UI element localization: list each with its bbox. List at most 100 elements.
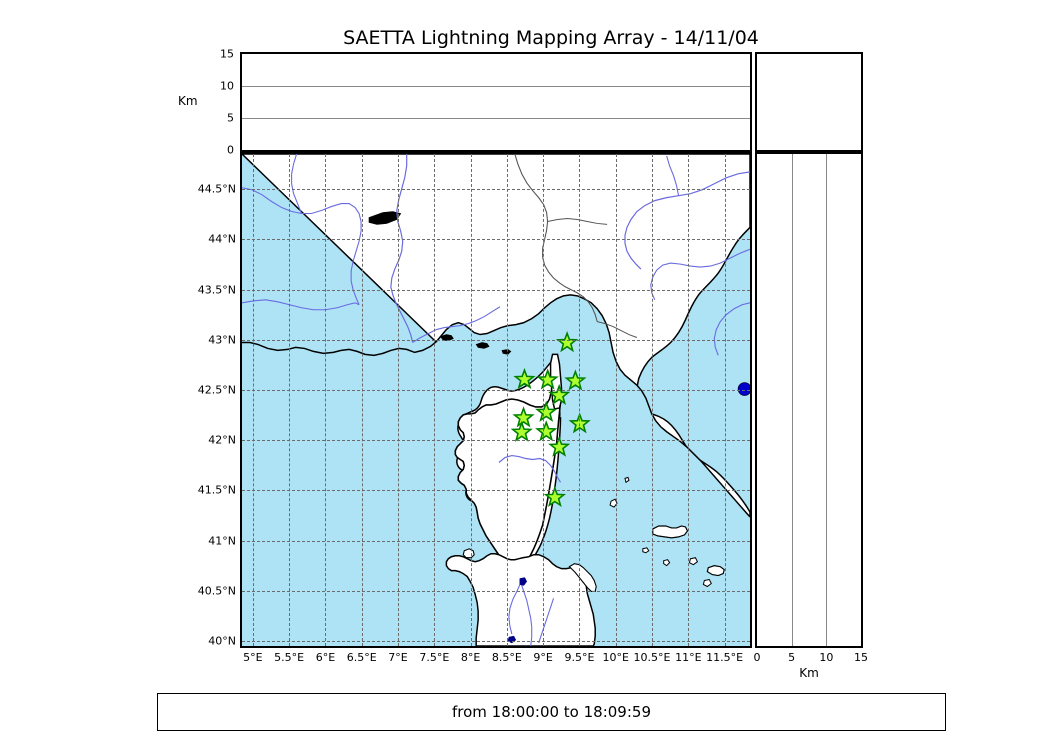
river-west-3 [242, 299, 360, 311]
map-gridline-lat-3 [242, 490, 750, 492]
map-gridline-lon-4 [398, 154, 400, 646]
map-gridline-lon-7 [506, 154, 508, 646]
lat-tick-label: 42.5°N [197, 383, 236, 397]
map-vector-layer [242, 154, 750, 646]
river-durance [412, 306, 501, 343]
coastline-sardinia-ne-detail [568, 563, 597, 592]
coastline-island-small-2 [663, 559, 671, 567]
map-gridline-lon-1 [289, 154, 291, 646]
lightning-source-dot [737, 382, 750, 396]
map-gridline-lon-10 [615, 154, 617, 646]
right-panel-gridline [791, 154, 793, 646]
latitude-tick-labels: 40°N 40.5°N 41°N 41.5°N 42°N 42.5°N 43°N 43.5°N… [180, 152, 236, 648]
right-panel-x-tick-label: 10 [819, 651, 834, 664]
coastline-france-south [242, 294, 750, 518]
top-panel-axis-label: Km [178, 94, 198, 108]
map-gridline-lat-0 [242, 640, 750, 642]
top-panel-y-tick-label: 5 [227, 111, 234, 125]
coastline-island-small-1 [642, 547, 650, 554]
map-gridline-lon-5 [434, 154, 436, 646]
map-gridline-lon-11 [652, 154, 654, 646]
river-tiber [713, 302, 750, 356]
map-gridline-lon-3 [361, 154, 363, 646]
lat-tick-label: 43°N [208, 333, 236, 347]
right-panel-x-tick-label: 5 [788, 651, 796, 664]
lon-tick-label: 6.5°E [346, 651, 377, 664]
river-west-1 [242, 187, 362, 305]
lat-tick-label: 41°N [208, 534, 236, 548]
height-vs-longitude-panel[interactable] [240, 52, 752, 152]
empty-corner-panel[interactable] [755, 52, 863, 152]
lon-tick-label: 7.5°E [419, 651, 450, 664]
coastline-cap-corse [549, 353, 563, 410]
map-gridline-lat-4 [242, 440, 750, 442]
lon-tick-label: 5°E [243, 651, 263, 664]
source-markers-layer [737, 382, 750, 396]
river-west-2 [291, 154, 303, 214]
time-range-caption-box: from 18:00:00 to 18:09:59 [157, 693, 946, 731]
lon-tick-label: 8.5°E [491, 651, 522, 664]
coastline-island-gorgona [624, 476, 630, 484]
lon-tick-label: 5.5°E [274, 651, 305, 664]
lat-tick-label: 40.5°N [197, 584, 236, 598]
coastline-elba [652, 525, 689, 539]
top-panel-y-tick-label: 15 [220, 47, 234, 61]
river-arno [650, 248, 750, 301]
map-gridline-lat-1 [242, 590, 750, 592]
map-gridline-lon-2 [325, 154, 327, 646]
lake-sardinia-1 [519, 577, 528, 586]
map-gridline-lon-0 [252, 154, 254, 646]
map-gridline-lat-7 [242, 289, 750, 291]
border-italy-region-2 [597, 321, 638, 338]
lat-tick-label: 44.5°N [197, 182, 236, 196]
top-panel-gridline [242, 118, 750, 119]
lon-tick-label: 7°E [388, 651, 408, 664]
coastline-lagoon-small-1 [475, 342, 490, 349]
height-vs-latitude-panel[interactable] [755, 152, 863, 648]
lat-tick-label: 43.5°N [197, 283, 236, 297]
river-sardinia-1 [520, 582, 533, 646]
map-gridline-lon-12 [688, 154, 690, 646]
map-gridline-lat-9 [242, 189, 750, 191]
coastline-island-giglio [702, 578, 712, 588]
top-panel-y-tick-label: 10 [220, 79, 234, 93]
lon-tick-label: 8°E [460, 651, 481, 664]
lon-tick-label: 9.5°E [564, 651, 595, 664]
map-gridline-lat-2 [242, 540, 750, 542]
lat-tick-label: 44°N [208, 232, 236, 246]
top-panel-y-ticks: 0 5 10 15 [186, 48, 234, 157]
map-gridline-lon-9 [579, 154, 581, 646]
right-panel-x-tick-label: 0 [753, 651, 761, 664]
border-italy-region-1 [547, 217, 608, 225]
right-panel-x-tick-label: 15 [854, 651, 868, 664]
page-title: SAETTA Lightning Mapping Array - 14/11/0… [343, 27, 759, 49]
coastline-island-capraia [609, 498, 618, 508]
right-panel-axis-label: Km [799, 666, 819, 680]
lat-tick-label: 40°N [208, 634, 236, 648]
lon-tick-label: 10°E [602, 651, 629, 664]
coastline-island-small-3 [688, 557, 699, 566]
map-gridline-lon-6 [470, 154, 472, 646]
lon-tick-label: 9°E [533, 651, 553, 664]
river-sardinia-3 [538, 598, 555, 644]
lon-tick-label: 11°E [675, 651, 702, 664]
border-france-italy [514, 154, 598, 322]
right-panel-gridline [826, 154, 828, 646]
coastline-asinara [462, 548, 475, 559]
map-gridline-lat-8 [242, 239, 750, 241]
lon-tick-label: 6°E [315, 651, 336, 664]
lon-tick-label: 11.5°E [706, 651, 744, 664]
river-corsica-golo [498, 454, 562, 483]
map-gridline-lon-13 [724, 154, 726, 646]
river-po-branch [666, 155, 680, 196]
map-gridline-lon-8 [543, 154, 545, 646]
lat-tick-label: 42°N [208, 433, 236, 447]
coastline-lagoon-small-3 [368, 211, 402, 225]
river-po-upper [624, 171, 750, 270]
lon-tick-label: 10.5°E [633, 651, 671, 664]
longitude-tick-labels: 5°E 5.5°E 6°E 6.5°E 7°E 7.5°E 8°E 8.5°E 9°E 9.5°E… [240, 651, 752, 671]
map-panel[interactable] [240, 152, 752, 648]
map-gridline-lat-5 [242, 389, 750, 391]
top-panel-gridline [242, 86, 750, 87]
